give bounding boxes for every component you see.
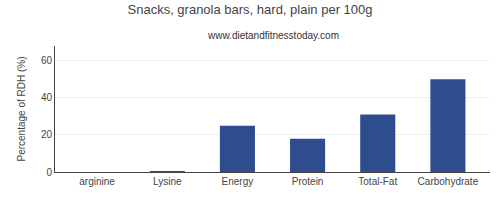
svg-text:Protein: Protein xyxy=(292,176,324,187)
svg-text:Energy: Energy xyxy=(222,176,254,187)
svg-text:Carbohydrate: Carbohydrate xyxy=(418,176,479,187)
svg-text:60: 60 xyxy=(41,55,53,66)
svg-text:40: 40 xyxy=(41,92,53,103)
svg-text:Total-Fat: Total-Fat xyxy=(358,176,397,187)
svg-text:Snacks, granola bars, hard, pl: Snacks, granola bars, hard, plain per 10… xyxy=(128,2,373,17)
svg-text:0: 0 xyxy=(46,167,52,178)
svg-text:www.dietandfitnesstoday.com: www.dietandfitnesstoday.com xyxy=(207,30,339,41)
svg-text:Lysine: Lysine xyxy=(153,176,182,187)
svg-text:20: 20 xyxy=(41,129,53,140)
svg-text:Percentage of RDH (%): Percentage of RDH (%) xyxy=(16,56,27,161)
svg-text:arginine: arginine xyxy=(79,176,115,187)
